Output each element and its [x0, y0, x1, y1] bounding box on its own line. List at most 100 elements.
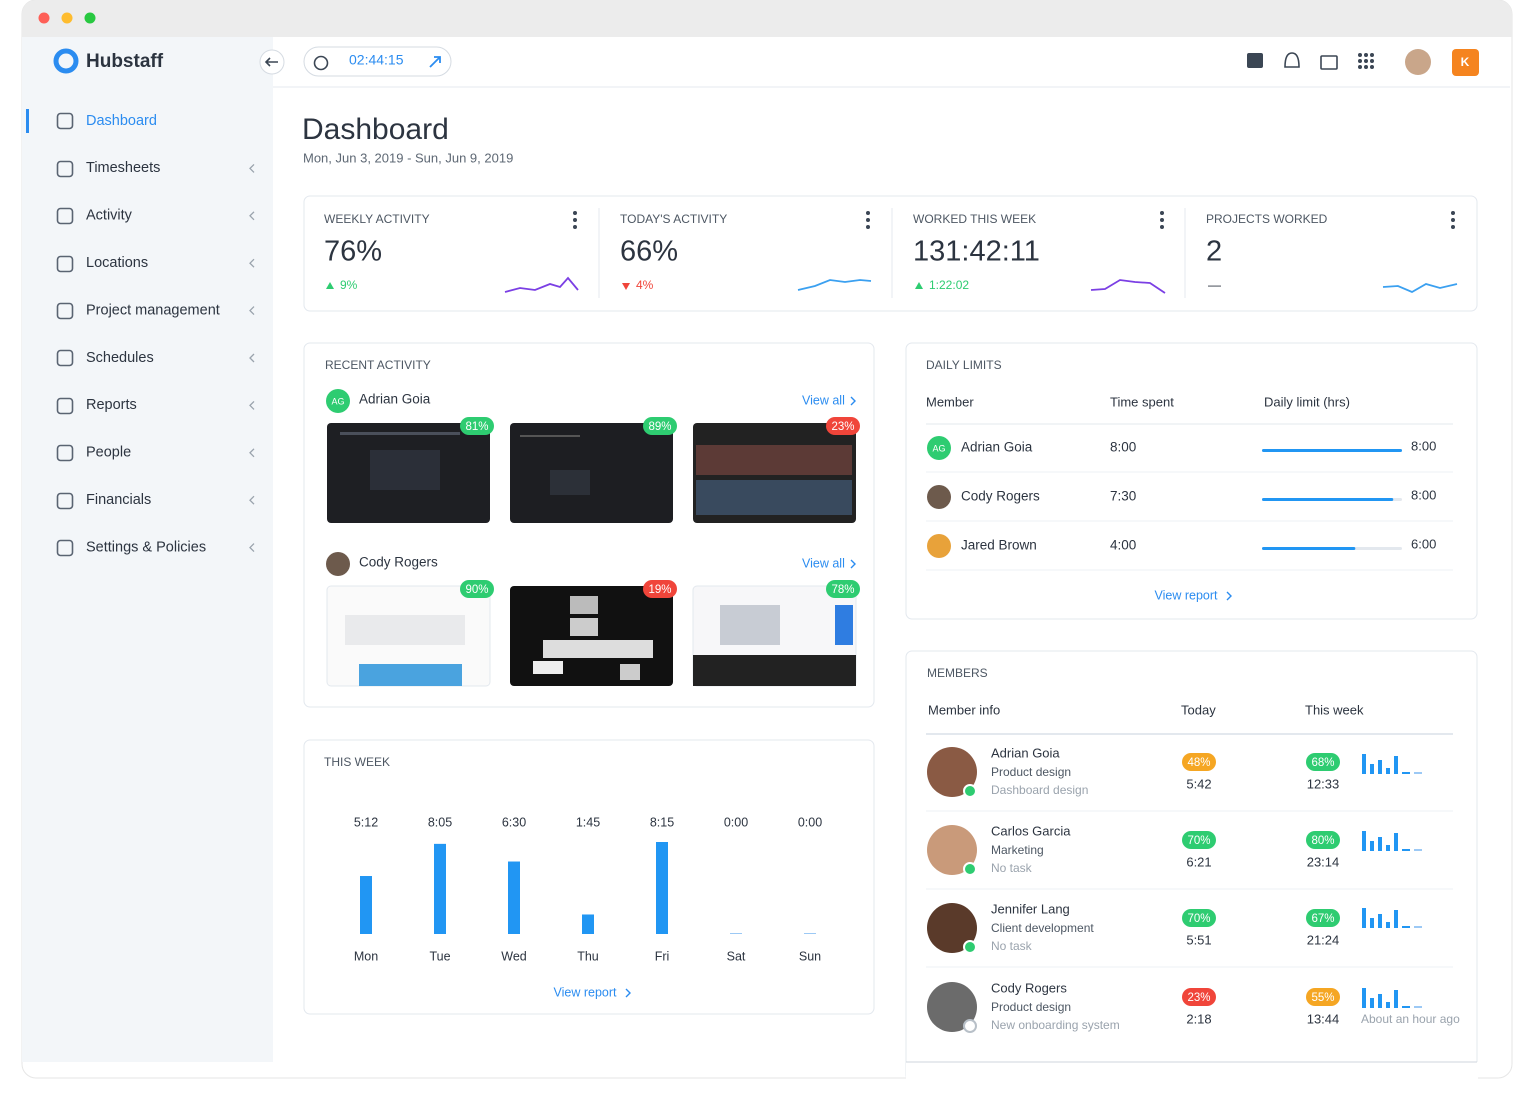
- stat-label: WEEKLY ACTIVITY: [324, 212, 430, 226]
- stat-label: WORKED THIS WEEK: [913, 212, 1036, 226]
- activity-badge-text: 67%: [1311, 913, 1334, 925]
- timer[interactable]: 02:44:15: [349, 52, 404, 68]
- nav-item[interactable]: People: [86, 445, 131, 461]
- stat-change: 9%: [340, 278, 358, 292]
- view-report-link[interactable]: View report: [554, 985, 618, 999]
- activity-badge-text: 81%: [465, 421, 488, 433]
- nav-item[interactable]: Dashboard: [86, 113, 157, 129]
- member-avatar: [326, 552, 350, 576]
- activity-badge-text: 89%: [648, 421, 671, 433]
- member-name: Jared Brown: [961, 538, 1037, 553]
- member-name: Adrian Goia: [991, 745, 1060, 760]
- gift-icon[interactable]: [1320, 55, 1338, 70]
- help-icon[interactable]: [1247, 53, 1263, 68]
- nav-item[interactable]: Financials: [86, 492, 151, 508]
- stat-change: 1:22:02: [929, 278, 969, 292]
- bar: [434, 843, 446, 934]
- activity-badge: [643, 417, 677, 435]
- maximize-button[interactable]: [84, 12, 96, 24]
- member-photo: [927, 747, 977, 797]
- stat-dividers: [598, 208, 1186, 298]
- activity-badge-text: 68%: [1311, 757, 1334, 769]
- status-dot: [963, 784, 977, 798]
- minimize-button[interactable]: [61, 12, 73, 24]
- view-all-link[interactable]: View all: [802, 556, 845, 570]
- daily-limit: 8:00: [1411, 438, 1436, 453]
- last-seen: About an hour ago: [1361, 1012, 1460, 1026]
- nav-chevron: [249, 448, 255, 458]
- org-initial[interactable]: K: [1461, 55, 1470, 69]
- member-task: No task: [991, 861, 1033, 875]
- active-indicator: [26, 109, 29, 133]
- nav-chevron: [249, 495, 255, 505]
- x-tick-label: Fri: [655, 949, 670, 963]
- activity-badge: [460, 417, 494, 435]
- activity-badge: [1306, 753, 1340, 771]
- activity-badge-text: 19%: [648, 584, 671, 596]
- stat-arrow: [915, 282, 923, 289]
- nav-item[interactable]: Settings & Policies: [86, 539, 206, 555]
- org-badge[interactable]: [1452, 49, 1479, 76]
- nav-chevron: [249, 543, 255, 553]
- nav-chevron: [249, 353, 255, 363]
- activity-badge-text: 90%: [465, 584, 488, 596]
- bar-value-label: 8:05: [428, 815, 452, 829]
- apps-icon[interactable]: [1358, 53, 1374, 69]
- stat-value: 66%: [620, 236, 678, 268]
- card-title: MEMBERS: [927, 666, 988, 680]
- timer-icon: [313, 55, 329, 71]
- activity-badge-text: 23%: [831, 421, 854, 433]
- column-header: Daily limit (hrs): [1264, 394, 1350, 409]
- member-name: Cody Rogers: [991, 980, 1067, 995]
- member-avatar: [326, 389, 350, 413]
- open-timer-icon[interactable]: [429, 56, 441, 68]
- activity-badge: [1182, 909, 1216, 927]
- limit-progress: [1262, 498, 1394, 501]
- title-bar: [22, 0, 1512, 37]
- nav-chevron: [249, 163, 255, 173]
- column-header: Member: [926, 394, 974, 409]
- close-button[interactable]: [38, 12, 50, 24]
- member-photo: [927, 982, 977, 1032]
- column-header: Time spent: [1110, 394, 1174, 409]
- member-name: Carlos Garcia: [991, 823, 1071, 838]
- bar-value-label: 0:00: [724, 815, 748, 829]
- user-avatar[interactable]: [1405, 49, 1431, 75]
- activity-badge: [1182, 988, 1216, 1006]
- stat-label: PROJECTS WORKED: [1206, 212, 1328, 226]
- nav-item[interactable]: Activity: [86, 208, 133, 224]
- x-tick-label: Sat: [727, 949, 746, 963]
- card-title: DAILY LIMITS: [926, 358, 1002, 372]
- member-name: Cody Rogers: [359, 555, 438, 570]
- x-tick-label: Tue: [429, 949, 450, 963]
- nav-item[interactable]: Schedules: [86, 350, 154, 366]
- stat-value: 2: [1206, 236, 1222, 268]
- activity-badge-text: 55%: [1311, 992, 1334, 1004]
- column-header: Member info: [928, 702, 1000, 717]
- nav-item[interactable]: Reports: [86, 397, 137, 413]
- nav-item[interactable]: Timesheets: [86, 160, 160, 176]
- timer-pill[interactable]: [303, 46, 452, 77]
- time-worked: 2:18: [1186, 1011, 1211, 1026]
- member-avatar: [927, 534, 951, 558]
- page-title: Dashboard: [302, 113, 449, 146]
- avatar-initials: AG: [932, 443, 945, 453]
- stat-label: TODAY'S ACTIVITY: [620, 212, 727, 226]
- member-name: Adrian Goia: [359, 392, 431, 407]
- activity-badge: [826, 580, 860, 598]
- member-name: Jennifer Lang: [991, 901, 1070, 916]
- x-tick-label: Mon: [354, 949, 378, 963]
- time-worked: 5:42: [1186, 776, 1211, 791]
- nav-chevron: [249, 400, 255, 410]
- activity-badge: [826, 417, 860, 435]
- notifications-icon[interactable]: [1284, 52, 1300, 68]
- view-all-link[interactable]: View all: [802, 393, 845, 407]
- x-tick-label: Thu: [577, 949, 599, 963]
- view-report-chevron: [1226, 591, 1232, 601]
- collapse-icon: [264, 57, 278, 67]
- nav-item[interactable]: Project management: [86, 302, 220, 318]
- view-report-link[interactable]: View report: [1155, 588, 1219, 602]
- nav-item[interactable]: Locations: [86, 255, 148, 271]
- time-worked: 12:33: [1307, 776, 1340, 791]
